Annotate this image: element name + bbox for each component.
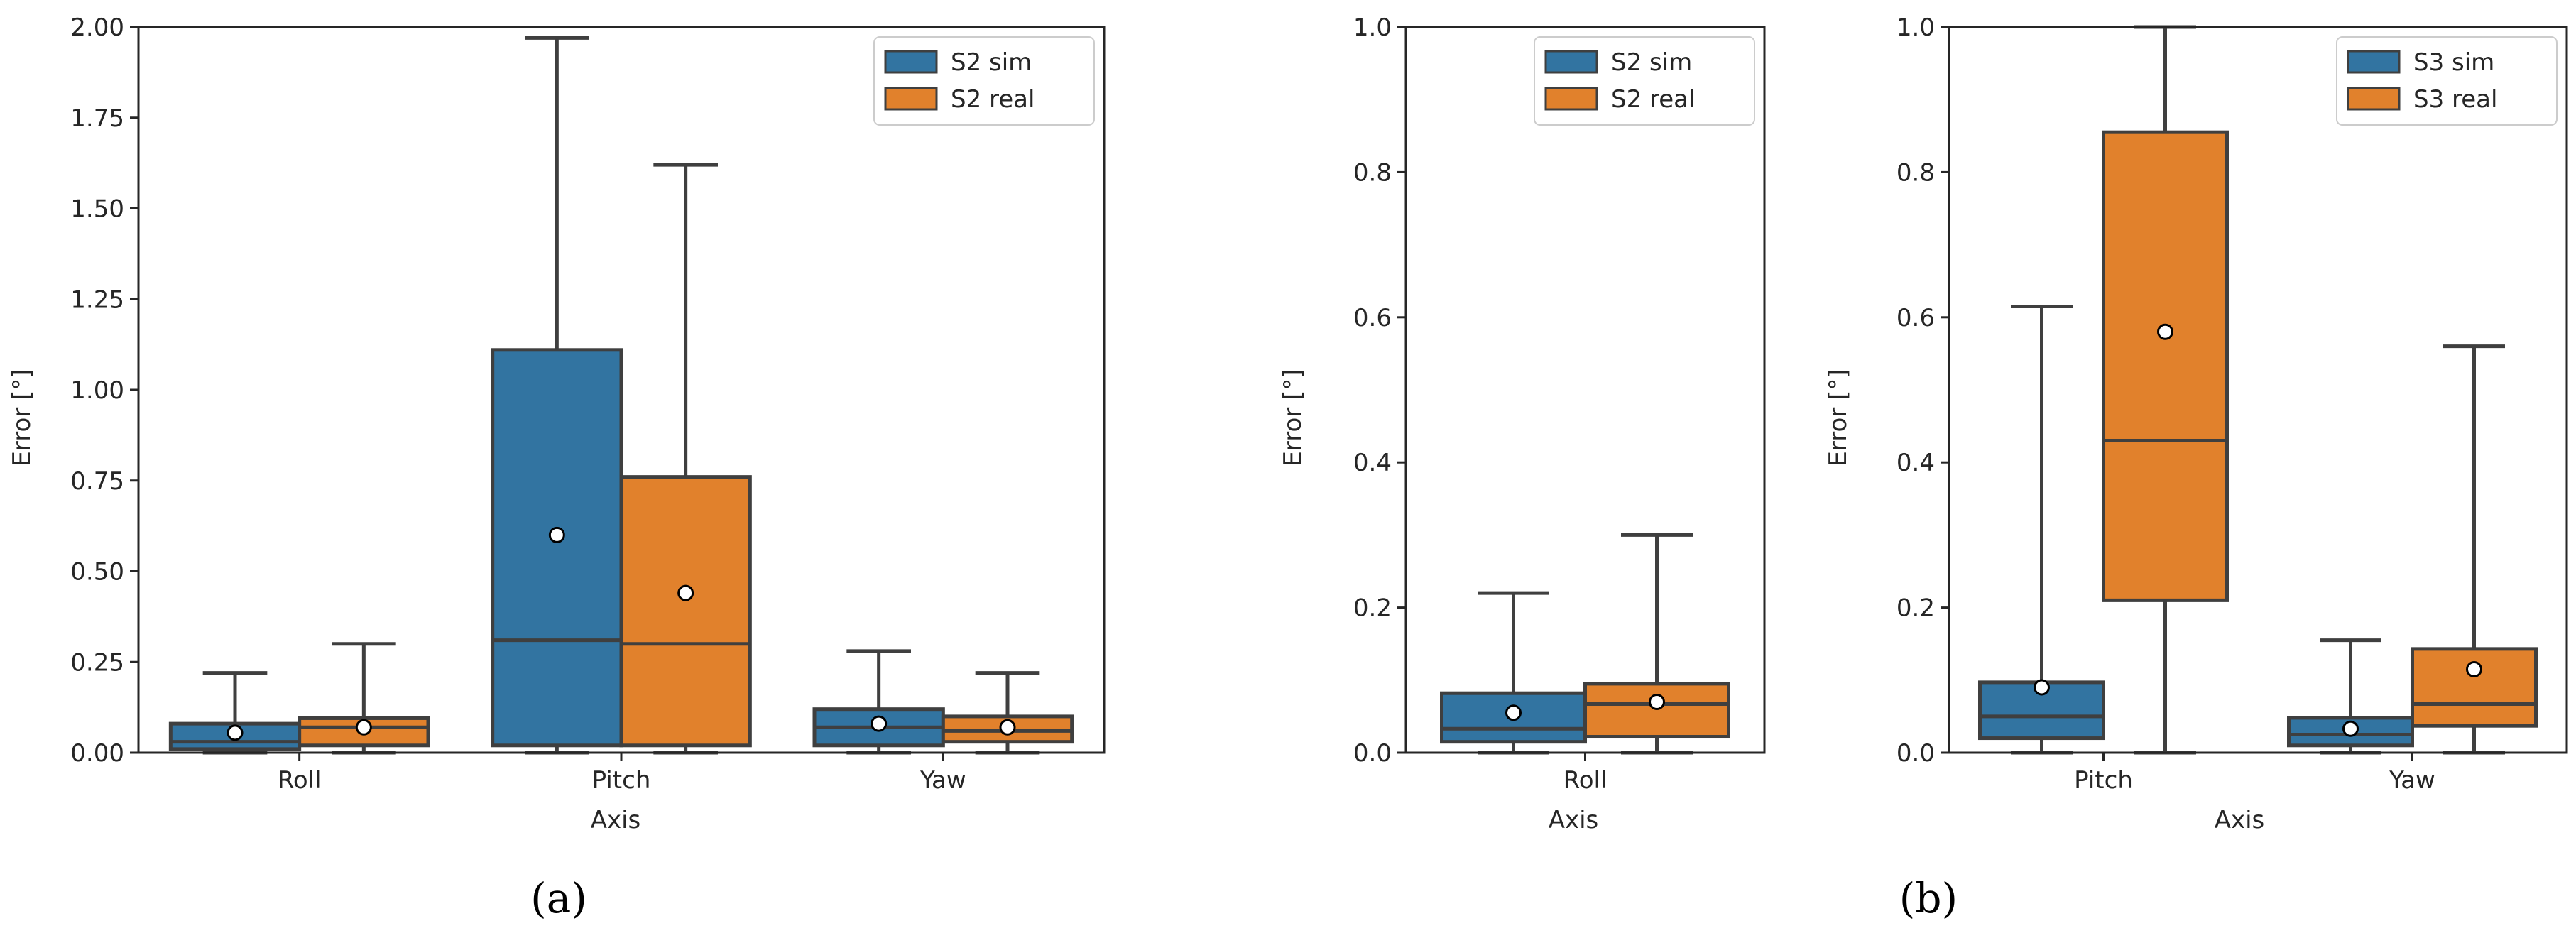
mean-marker [1649,693,1665,710]
legend-label: S2 sim [1611,48,1692,77]
mean-marker [355,719,372,736]
panel-label: (b) [1899,874,1958,922]
legend-swatch [1544,87,1598,111]
y-tick-label: 0.00 [70,739,124,768]
axes-frame [137,26,1106,754]
legend-swatch [884,87,938,111]
box-iqr [491,348,623,748]
legend-label: S2 real [951,85,1035,114]
box-s3-real-pitch [2102,25,2229,755]
box-s3-sim-pitch [1978,304,2105,755]
panel-label: (a) [530,874,587,922]
legend-swatch [884,50,938,74]
box-iqr [619,475,752,748]
y-tick-label: 1.0 [1353,13,1392,42]
axes-frame [1948,26,2568,754]
x-tick-label: Pitch [2074,766,2133,795]
chart-panel-a: Error [°] Axis (a) 0.00 0.25 0.50 0.75 1.00 1… [8,13,1106,922]
box-s2-sim-roll [168,671,302,755]
legend: S2 sim S2 real [873,36,1095,126]
y-tick-label: 1.25 [70,285,124,314]
box-s2-real-yaw [941,671,1074,755]
mean-marker [999,719,1016,736]
mean-marker [2466,660,2482,677]
legend-label: S3 real [2413,85,2497,114]
mean-marker [2342,720,2359,737]
ylabel: Error [°] [8,369,36,466]
y-tick-label: 0.2 [1353,594,1392,623]
box-s2-real-pitch [619,163,752,755]
ylabel: Error [°] [1279,369,1307,466]
xlabel: Axis [2215,806,2265,834]
legend: S2 sim S2 real [1534,36,1755,126]
box-iqr [1583,682,1730,739]
box-s2-real-roll [1583,533,1730,755]
mean-marker [2034,679,2050,696]
legend-label: S3 sim [2413,48,2494,77]
xlabel: Axis [591,806,641,834]
x-tick-label: Roll [278,766,322,795]
mean-marker [871,715,888,732]
y-tick-label: 0.0 [1353,739,1392,768]
y-tick-label: 0.8 [1896,158,1935,187]
mean-marker [548,526,565,543]
mean-marker [1505,704,1522,721]
x-tick-label: Yaw [2389,766,2435,795]
y-tick-label: 1.0 [1896,13,1935,42]
mean-marker [677,584,694,601]
y-tick-label: 0.4 [1896,449,1935,477]
legend-swatch [2347,50,2401,74]
box-iqr [2411,647,2538,728]
y-tick-label: 0.75 [70,467,124,496]
box-s2-sim-roll [1440,591,1587,755]
mean-marker [227,724,244,741]
legend-label: S2 sim [951,48,1032,77]
xlabel: Axis [1549,806,1599,834]
box-s2-sim-pitch [491,36,623,755]
y-tick-label: 1.75 [70,104,124,133]
y-tick-label: 0.50 [70,558,124,587]
x-tick-label: Pitch [592,766,651,795]
legend-swatch [2347,87,2401,111]
box-s3-sim-yaw [2287,638,2414,755]
legend: S3 sim S3 real [2336,36,2558,126]
y-tick-label: 2.00 [70,13,124,42]
box-iqr [2102,130,2229,602]
y-tick-label: 0.4 [1353,449,1392,477]
y-tick-label: 0.2 [1896,594,1935,623]
y-tick-label: 0.6 [1896,304,1935,332]
axes-frame [1404,26,1766,754]
y-tick-label: 0.25 [70,648,124,677]
y-tick-label: 0.0 [1896,739,1935,768]
box-s3-real-yaw [2411,344,2538,755]
legend-swatch [1544,50,1598,74]
mean-marker [2157,323,2173,340]
y-tick-label: 1.50 [70,195,124,224]
box-s2-sim-yaw [812,649,945,755]
ylabel: Error [°] [1824,369,1852,466]
y-tick-label: 1.00 [70,376,124,405]
chart-panel-b-right: Error [°] Axis (b) 0.0 0.2 0.4 0.6 0.8 1.0 Pit… [1824,13,2568,922]
x-tick-label: Yaw [919,766,966,795]
box-s2-real-roll [298,642,430,755]
x-tick-label: Roll [1563,766,1608,795]
y-tick-label: 0.8 [1353,158,1392,187]
chart-panel-b-left: Error [°] Axis 0.0 0.2 0.4 0.6 0.8 1.0 Roll S2 … [1279,13,1766,834]
legend-label: S2 real [1611,85,1695,114]
y-tick-label: 0.6 [1353,304,1392,332]
